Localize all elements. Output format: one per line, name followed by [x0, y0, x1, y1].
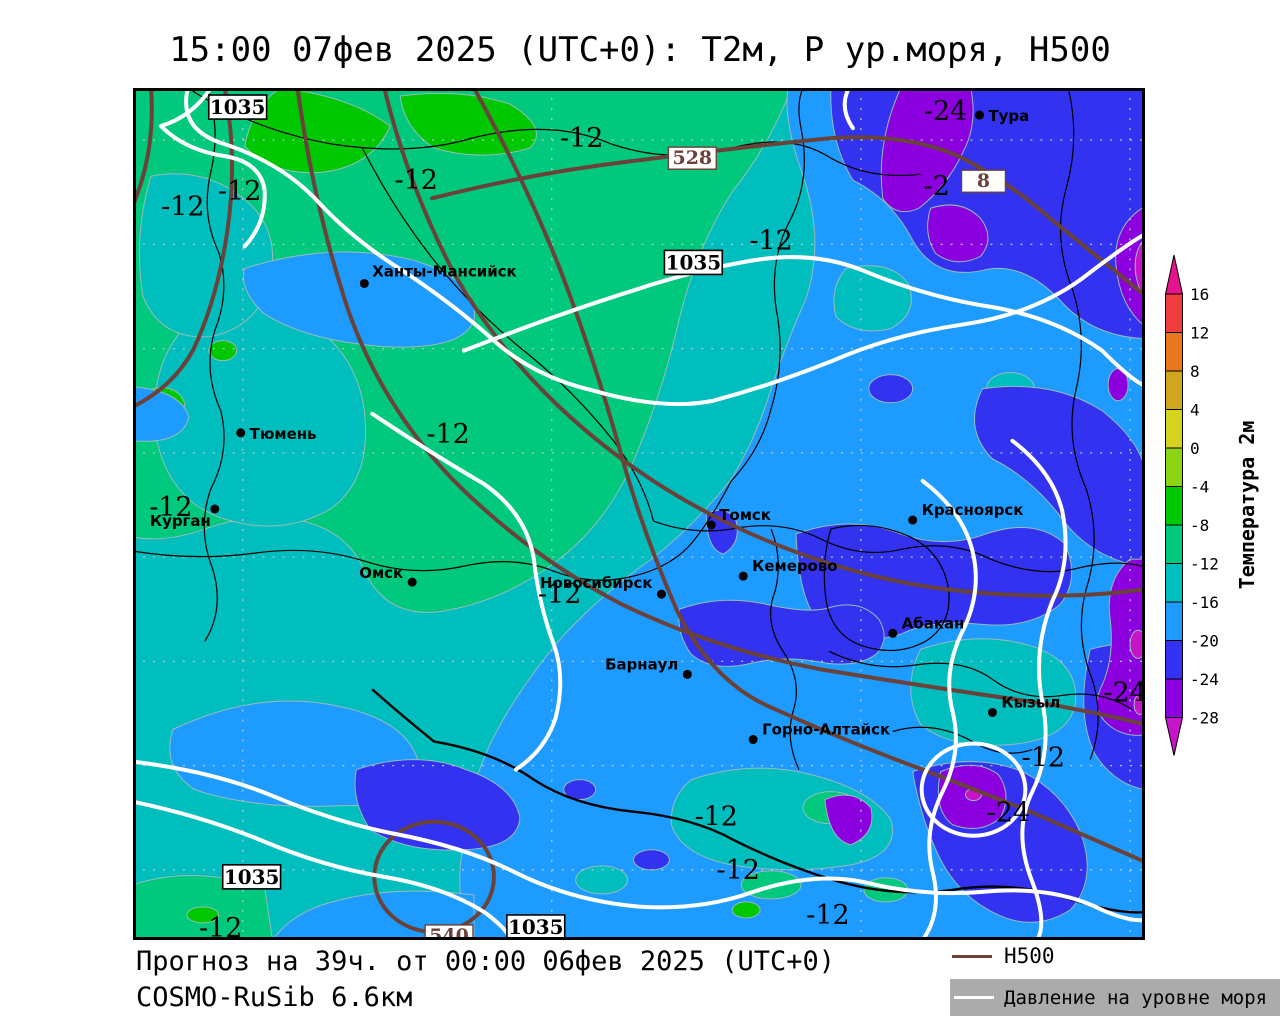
isotherm-label: -24: [1103, 677, 1145, 708]
city-label: Омск: [359, 564, 403, 582]
colorbar-arrow-top: [1166, 255, 1183, 294]
isotherm-label: -12: [695, 802, 738, 833]
colorbar-tick: 16: [1190, 285, 1209, 304]
colorbar-segment: [1166, 564, 1183, 603]
colorbar-segment: [1166, 679, 1183, 718]
city-dot: [975, 111, 984, 120]
colorbar-segment: [1166, 294, 1183, 333]
colorbar-segment: [1166, 333, 1183, 372]
temperature-colorbar: 16 12 8 4 0 -4 -8 -12 -16 -20 -24 -28: [1158, 252, 1280, 797]
city-label: Кемерово: [752, 557, 837, 575]
colorbar-segment: [1166, 602, 1183, 641]
colorbar-tick: -24: [1190, 670, 1219, 689]
isotherm-label: -12: [1022, 743, 1065, 774]
legend-h500: H500: [952, 944, 1055, 968]
isotherm-label: -12: [560, 123, 603, 154]
colorbar-tick: -28: [1190, 709, 1219, 728]
city-label: Барнаул: [605, 655, 678, 673]
colorbar-segment: [1166, 525, 1183, 564]
city-dot: [360, 279, 369, 288]
isotherm-label: -24: [987, 798, 1030, 829]
city-label: Горно-Алтайск: [762, 720, 890, 738]
isotherm-label: -12: [717, 855, 760, 886]
city-dot: [988, 708, 997, 717]
city-dot: [707, 521, 716, 530]
weather-forecast-page: 15:00 07фев 2025 (UTC+0): Т2м, P ур.моря…: [0, 0, 1280, 1024]
city-label: Ханты-Мансийск: [372, 262, 516, 280]
h500-value-label: 8: [977, 170, 990, 192]
city-label: Новосибирск: [540, 574, 652, 592]
colorbar-tick: -12: [1190, 555, 1219, 574]
pressure-label: Давление на уровне моря: [1004, 987, 1267, 1009]
city-dot: [739, 572, 748, 581]
isotherm-label: -12: [806, 900, 849, 931]
weather-map: 10351035103510355288540-12-12-12-12-12-1…: [133, 88, 1145, 940]
city-label: Томск: [719, 506, 771, 524]
city-dot: [210, 504, 219, 513]
city-label: Тура: [988, 107, 1029, 125]
colorbar-tick: 12: [1190, 324, 1209, 343]
colorbar-tick: -20: [1190, 632, 1219, 651]
colorbar-tick: -4: [1190, 478, 1209, 497]
colorbar-segment: [1166, 448, 1183, 487]
page-title: 15:00 07фев 2025 (UTC+0): Т2м, P ур.моря…: [0, 30, 1280, 70]
colorbar-arrow-bottom: [1166, 718, 1183, 756]
city-dot: [683, 670, 692, 679]
city-dot: [908, 516, 917, 525]
colorbar-segment: [1166, 410, 1183, 449]
colorbar-segment: [1166, 487, 1183, 526]
isotherm-label: -12: [199, 913, 242, 940]
city-label: Кызыл: [1001, 693, 1060, 711]
pressure-value-label: 1035: [210, 95, 265, 119]
city-dot: [236, 428, 245, 437]
colorbar-tick: -16: [1190, 593, 1219, 612]
isotherm-label: -2: [924, 171, 950, 202]
isotherm-label: -12: [218, 176, 261, 207]
isotherm-label: -12: [426, 419, 469, 450]
h500-line-sample: [952, 955, 992, 958]
h500-label: H500: [1004, 944, 1055, 968]
pressure-line-sample: [954, 996, 994, 999]
colorbar-segment: [1166, 371, 1183, 410]
city-dot: [408, 578, 417, 587]
pressure-value-label: 1035: [224, 865, 279, 889]
colorbar-tick: 8: [1190, 362, 1200, 381]
city-dot: [749, 735, 758, 744]
city-label: Красноярск: [922, 501, 1024, 519]
colorbar-title: Температура 2м: [1235, 421, 1259, 590]
city-label: Абакан: [902, 614, 965, 632]
colorbar-tick: 0: [1190, 439, 1200, 458]
isotherm-label: -12: [749, 225, 792, 256]
pressure-value-label: 1035: [508, 915, 563, 939]
isotherm-label: -24: [924, 96, 967, 127]
model-info: COSMO-RuSib 6.6км: [136, 982, 412, 1013]
colorbar-segment: [1166, 641, 1183, 680]
isotherm-label: -12: [161, 191, 204, 222]
colorbar-tick: 4: [1190, 401, 1200, 420]
legend-pressure: Давление на уровне моря: [950, 979, 1280, 1016]
colorbar-tick: -8: [1190, 516, 1209, 535]
city-dot: [657, 590, 666, 599]
forecast-info: Прогноз на 39ч. от 00:00 06фев 2025 (UTC…: [136, 946, 835, 977]
city-label: Курган: [150, 512, 211, 530]
city-dot: [888, 629, 897, 638]
weather-map-canvas: 10351035103510355288540-12-12-12-12-12-1…: [133, 88, 1145, 940]
city-label: Тюмень: [250, 425, 317, 443]
isotherm-label: -12: [394, 165, 437, 196]
h500-value-label: 528: [673, 147, 713, 169]
pressure-value-label: 1035: [666, 250, 721, 274]
